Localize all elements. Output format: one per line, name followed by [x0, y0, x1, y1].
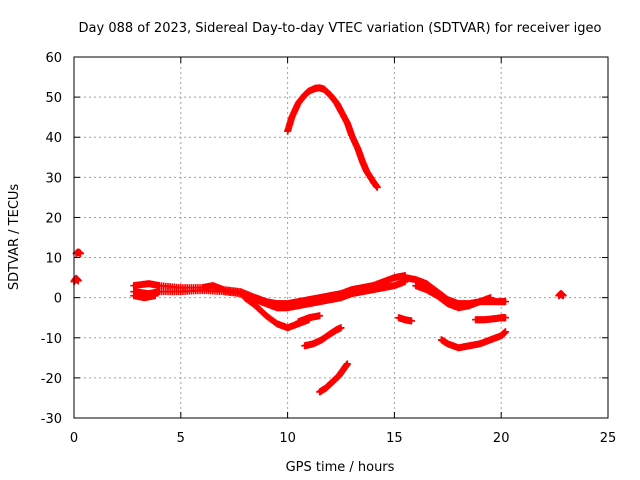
y-tick-label: 50	[45, 91, 62, 106]
data-point	[559, 292, 567, 300]
series-arc-main-b	[130, 278, 409, 312]
y-tick-label: 20	[45, 211, 62, 226]
x-tick-label: 25	[600, 431, 617, 446]
series-arc-low-1	[301, 324, 345, 350]
x-axis-label: GPS time / hours	[286, 460, 395, 475]
data-point	[151, 292, 159, 300]
chart-title: Day 088 of 2023, Sidereal Day-to-day VTE…	[79, 21, 602, 36]
data-point	[316, 312, 324, 320]
series-arc-low-2	[316, 360, 351, 396]
series-arc-evening-c	[437, 328, 509, 352]
y-tick-label: 40	[45, 131, 62, 146]
series-arc-small	[395, 314, 415, 325]
data-point	[407, 317, 415, 325]
y-tick-label: 60	[45, 51, 62, 66]
plot-points	[70, 84, 567, 396]
data-point	[501, 328, 509, 336]
y-tick-label: 0	[54, 292, 62, 307]
y-axis: -30 -20 -10 0 10 20 30 40 50 60	[41, 51, 608, 427]
data-point	[337, 324, 345, 332]
series-arc-start-2	[72, 248, 84, 258]
y-tick-label: -30	[41, 412, 62, 427]
data-point	[373, 183, 381, 191]
y-tick-label: 30	[45, 171, 62, 186]
x-tick-label: 15	[386, 431, 403, 446]
x-tick-label: 5	[177, 431, 185, 446]
x-tick-label: 20	[493, 431, 510, 446]
series-arc-evening-a	[401, 274, 509, 308]
x-tick-label: 0	[70, 431, 78, 446]
data-point	[343, 360, 351, 368]
data-point	[501, 298, 509, 306]
series-arc-peak	[284, 84, 381, 191]
series-arc-start-1	[70, 274, 82, 286]
y-tick-label: 10	[45, 252, 62, 267]
data-point	[501, 314, 509, 322]
data-point	[74, 277, 82, 285]
series-arc-late	[555, 290, 567, 300]
x-tick-label: 10	[279, 431, 296, 446]
y-axis-label: SDTVAR / TECUs	[7, 184, 22, 291]
plot-frame	[73, 56, 609, 419]
series-arc-evening-b	[412, 282, 495, 312]
data-point	[76, 250, 84, 258]
y-tick-label: -10	[41, 332, 62, 347]
data-point	[487, 294, 495, 302]
x-axis: 0 5 10 15 20 25	[70, 57, 616, 446]
series-arc-dip-tail	[294, 312, 324, 326]
series-arc-evening-d	[472, 314, 509, 324]
y-tick-label: -20	[41, 372, 62, 387]
series-arc-main-c	[130, 292, 159, 302]
